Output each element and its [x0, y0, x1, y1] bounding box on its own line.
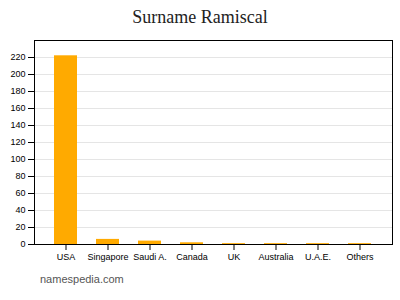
svg-text:Australia: Australia — [258, 252, 293, 262]
html-text:namespedia.com: namespedia.com — [40, 273, 124, 285]
svg-text:Saudi A.: Saudi A. — [133, 252, 167, 262]
svg-text:200: 200 — [10, 69, 25, 79]
svg-text:Others: Others — [346, 252, 374, 262]
svg-text:80: 80 — [15, 171, 25, 181]
svg-text:Singapore: Singapore — [87, 252, 128, 262]
svg-text:0: 0 — [20, 239, 25, 249]
svg-text:180: 180 — [10, 86, 25, 96]
svg-text:140: 140 — [10, 120, 25, 130]
svg-text:120: 120 — [10, 137, 25, 147]
svg-text:100: 100 — [10, 154, 25, 164]
svg-text:20: 20 — [15, 222, 25, 232]
svg-text:160: 160 — [10, 103, 25, 113]
svg-text:USA: USA — [57, 252, 76, 262]
svg-text:Canada: Canada — [176, 252, 208, 262]
svg-text:60: 60 — [15, 188, 25, 198]
svg-text:220: 220 — [10, 52, 25, 62]
svg-text:U.A.E.: U.A.E. — [305, 252, 331, 262]
html-text:Surname Ramiscal: Surname Ramiscal — [132, 7, 268, 27]
svg-text:40: 40 — [15, 205, 25, 215]
svg-text:UK: UK — [228, 252, 241, 262]
